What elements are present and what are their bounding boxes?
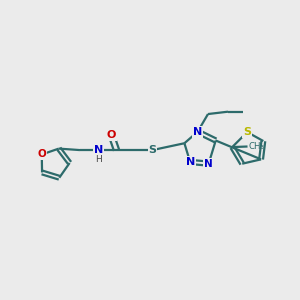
- Text: O: O: [38, 149, 46, 160]
- Text: H: H: [95, 155, 102, 164]
- Text: S: S: [243, 127, 251, 137]
- Text: S: S: [148, 145, 156, 155]
- Text: O: O: [106, 130, 116, 140]
- Text: N: N: [204, 159, 213, 169]
- Text: N: N: [193, 127, 202, 137]
- Text: N: N: [94, 145, 103, 155]
- Text: N: N: [185, 157, 195, 167]
- Text: CH₃: CH₃: [248, 142, 264, 151]
